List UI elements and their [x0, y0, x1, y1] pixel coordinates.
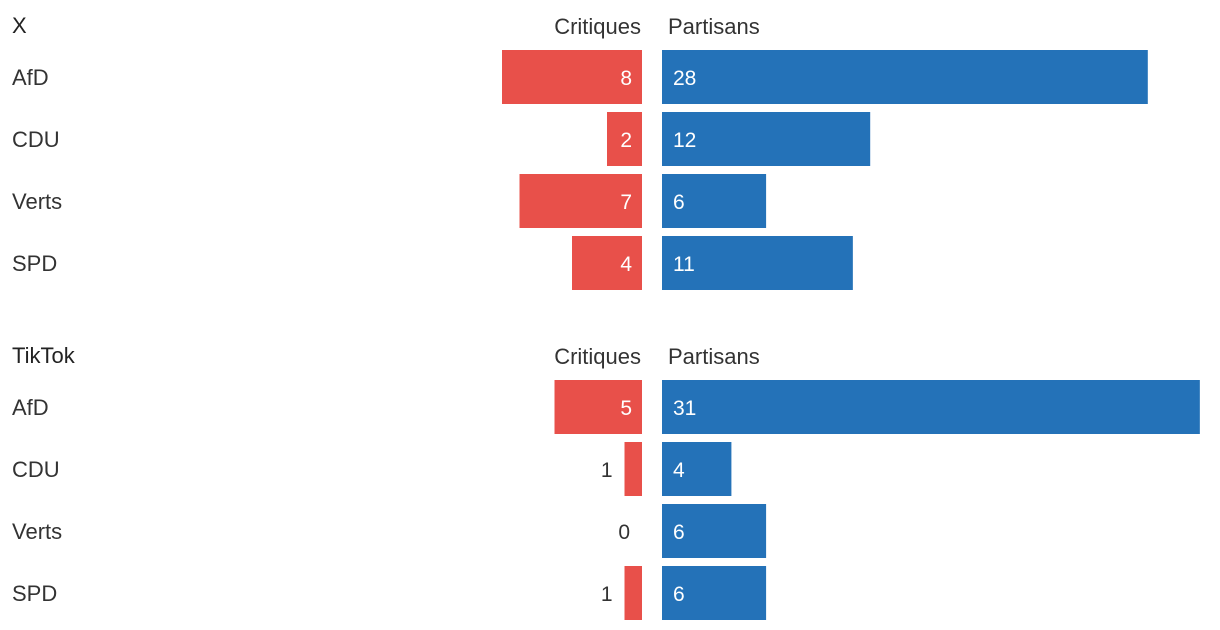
value-label-partisans: 4 [673, 459, 685, 482]
bar-critiques [624, 566, 642, 620]
value-label-critiques: 7 [620, 191, 632, 214]
row-label: CDU [12, 127, 60, 152]
column-header-critiques: Critiques [554, 344, 641, 369]
bar-partisans [662, 174, 767, 228]
row-label: Verts [12, 189, 62, 214]
row-label: AfD [12, 65, 49, 90]
bar-critiques [624, 442, 642, 496]
panel-title: TikTok [12, 343, 76, 368]
row-label: CDU [12, 457, 60, 482]
bar-partisans [662, 380, 1200, 434]
value-label-partisans: 6 [673, 191, 685, 214]
column-header-partisans: Partisans [668, 344, 760, 369]
value-label-partisans: 6 [673, 583, 685, 606]
row-label: AfD [12, 395, 49, 420]
bar-partisans [662, 566, 767, 620]
column-header-critiques: Critiques [554, 14, 641, 39]
value-label-partisans: 28 [673, 67, 696, 90]
bar-partisans [662, 50, 1148, 104]
bar-critiques [519, 174, 642, 228]
bar-partisans [662, 236, 853, 290]
value-label-critiques: 4 [620, 253, 632, 276]
bar-partisans [662, 112, 871, 166]
row-label: SPD [12, 581, 57, 606]
value-label-critiques: 0 [618, 521, 630, 544]
row-label: Verts [12, 519, 62, 544]
bar-partisans [662, 504, 767, 558]
bar-critiques [607, 112, 642, 166]
column-header-partisans: Partisans [668, 14, 760, 39]
value-label-partisans: 12 [673, 129, 696, 152]
panel-title: X [12, 13, 27, 38]
bar-critiques [572, 236, 642, 290]
value-label-partisans: 31 [673, 397, 696, 420]
row-label: SPD [12, 251, 57, 276]
value-label-partisans: 6 [673, 521, 685, 544]
value-label-critiques: 5 [620, 397, 632, 420]
value-label-critiques: 2 [620, 129, 632, 152]
value-label-critiques: 1 [601, 459, 613, 482]
bar-critiques [502, 50, 642, 104]
bar-partisans [662, 442, 732, 496]
value-label-critiques: 1 [601, 583, 613, 606]
value-label-partisans: 11 [673, 253, 695, 276]
bar-critiques [554, 380, 642, 434]
value-label-critiques: 8 [620, 67, 632, 90]
